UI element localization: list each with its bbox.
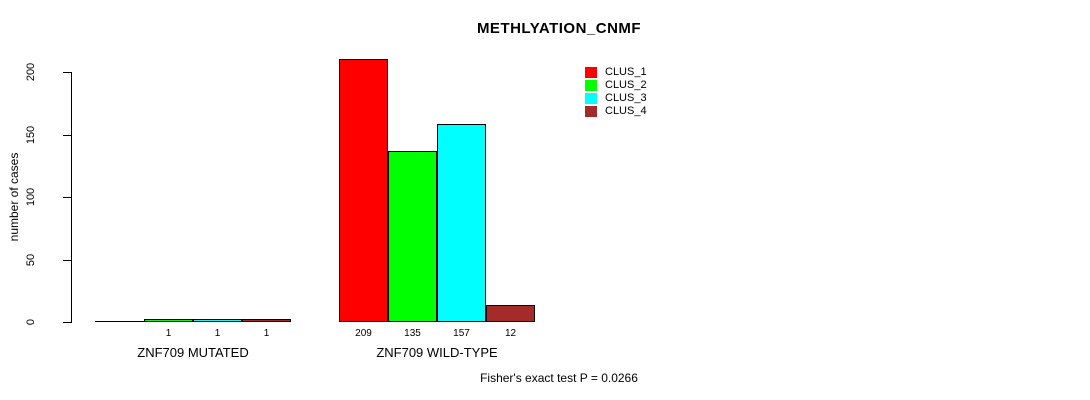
y-tick — [63, 322, 71, 323]
legend: CLUS_1 CLUS_2 CLUS_3 CLUS_4 — [585, 66, 647, 118]
legend-label: CLUS_3 — [605, 92, 647, 104]
legend-label: CLUS_4 — [605, 105, 647, 117]
bar-clus_3-mutated — [193, 319, 242, 322]
legend-label: CLUS_1 — [605, 66, 647, 78]
y-axis-label: number of cases — [7, 152, 21, 242]
legend-item-clus_2: CLUS_2 — [585, 79, 647, 91]
bar-clus_2-wildtype — [388, 151, 437, 322]
legend-swatch-clus_3 — [585, 92, 597, 104]
bar-clus_2-mutated — [144, 319, 193, 322]
x-category-label: ZNF709 WILD-TYPE — [376, 345, 498, 360]
x-category-label: ZNF709 MUTATED — [137, 345, 249, 360]
y-tick-label: 150 — [25, 125, 37, 145]
bar-value-label: 1 — [214, 328, 221, 339]
bar-value-label: 1 — [165, 328, 172, 339]
y-tick-label: 200 — [25, 62, 37, 82]
legend-swatch-clus_2 — [585, 79, 597, 91]
y-tick-label: 100 — [25, 187, 37, 207]
bar-clus_4-wildtype — [486, 305, 535, 322]
legend-swatch-clus_4 — [585, 105, 597, 117]
annotation-fisher-test: Fisher's exact test P = 0.0266 — [480, 371, 638, 385]
bar-value-label: 1 — [263, 328, 270, 339]
bar-clus_4-mutated — [242, 319, 291, 322]
legend-swatch-clus_1 — [585, 66, 597, 78]
bar-value-label: 135 — [404, 328, 421, 339]
legend-item-clus_1: CLUS_1 — [585, 66, 647, 78]
bar-clus_1-wildtype — [339, 59, 388, 322]
legend-label: CLUS_2 — [605, 79, 647, 91]
y-tick-label: 50 — [25, 253, 37, 267]
legend-item-clus_4: CLUS_4 — [585, 105, 647, 117]
y-tick — [63, 197, 71, 198]
bar-value-label: 209 — [355, 328, 372, 339]
y-tick — [63, 72, 71, 73]
chart-title: METHLYATION_CNMF — [476, 20, 642, 37]
y-tick — [63, 135, 71, 136]
bar-clus_1-mutated — [95, 321, 144, 322]
y-tick-label: 0 — [25, 318, 37, 326]
y-tick — [63, 260, 71, 261]
bar-clus_3-wildtype — [437, 124, 486, 322]
bar-value-label: 12 — [504, 328, 517, 339]
y-axis-line — [71, 72, 72, 323]
legend-item-clus_3: CLUS_3 — [585, 92, 647, 104]
bar-value-label: 157 — [453, 328, 470, 339]
